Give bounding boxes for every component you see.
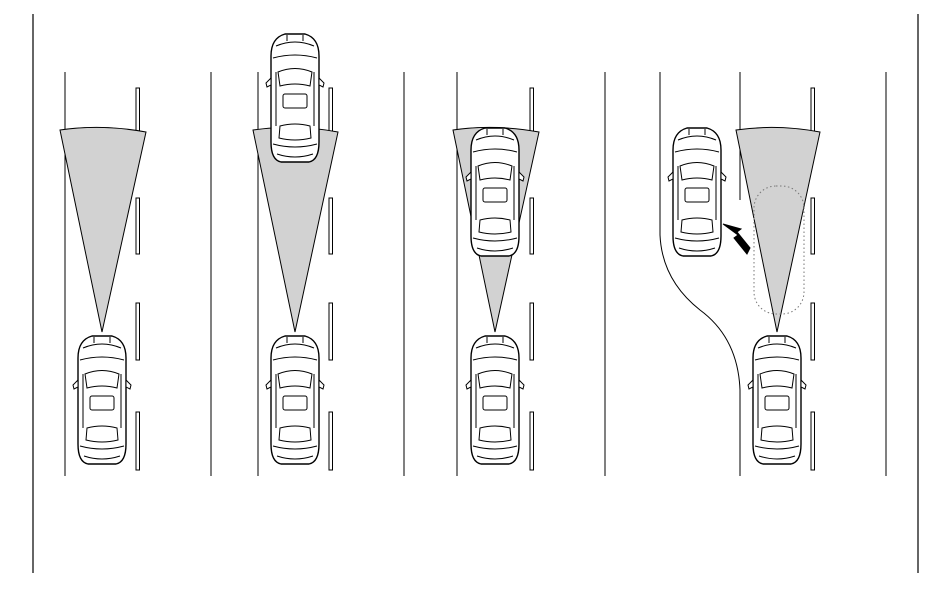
own-car [465, 335, 525, 465]
radar-beam [59, 126, 147, 333]
vehicle-ahead [265, 33, 325, 163]
own-car [72, 335, 132, 465]
vehicle-changed-lane [667, 127, 727, 257]
own-car [265, 335, 325, 465]
lane-marking [529, 87, 534, 471]
arrow-icon [722, 223, 751, 255]
road-edge-curve [659, 234, 741, 476]
panel-vehicle-ahead-near [452, 72, 606, 476]
previous-vehicle-position-outline [753, 185, 805, 315]
panel-vehicle-ahead-far [252, 33, 405, 476]
radar-beam [735, 126, 821, 333]
vehicle-ahead [465, 127, 525, 257]
lane-marking [328, 87, 333, 471]
own-car [747, 335, 807, 465]
panel-vehicle-leaving-lane [659, 72, 887, 476]
panel-clear-road [59, 72, 212, 476]
